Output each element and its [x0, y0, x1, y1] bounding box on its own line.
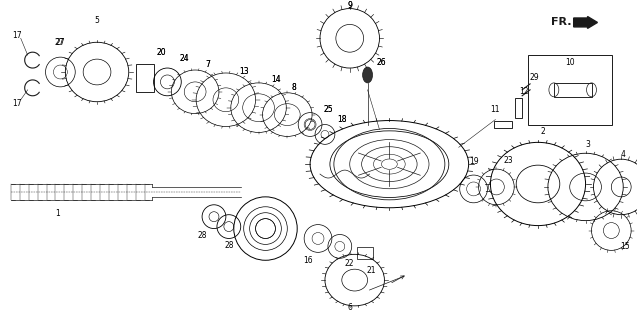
Text: 14: 14 — [271, 75, 281, 85]
Text: 24: 24 — [179, 54, 189, 63]
Text: 17: 17 — [12, 99, 22, 108]
Text: 20: 20 — [157, 48, 166, 57]
Text: 5: 5 — [95, 16, 99, 25]
Text: 3: 3 — [585, 140, 590, 149]
Text: 27: 27 — [54, 38, 64, 47]
Text: 7: 7 — [205, 59, 211, 69]
Text: 10: 10 — [565, 58, 575, 67]
FancyArrow shape — [573, 17, 598, 28]
Text: 27: 27 — [56, 38, 65, 47]
Bar — [356, 247, 372, 259]
Bar — [136, 64, 154, 92]
Text: 13: 13 — [239, 68, 248, 76]
Bar — [528, 55, 612, 125]
Text: 1: 1 — [55, 209, 60, 218]
Text: 29: 29 — [529, 74, 539, 82]
Text: 28: 28 — [224, 241, 234, 250]
Text: 9: 9 — [348, 1, 352, 10]
Text: 8: 8 — [292, 83, 296, 92]
Text: 2: 2 — [541, 127, 545, 136]
Text: 23: 23 — [504, 156, 513, 165]
Text: 11: 11 — [491, 105, 500, 114]
Text: FR.: FR. — [551, 18, 572, 28]
Text: 4: 4 — [621, 150, 626, 159]
Text: 15: 15 — [620, 242, 630, 251]
Text: 8: 8 — [292, 83, 296, 92]
Bar — [554, 83, 591, 97]
Text: 6: 6 — [348, 303, 352, 312]
Text: 7: 7 — [205, 59, 211, 69]
Text: 26: 26 — [376, 58, 387, 67]
Text: 25: 25 — [323, 105, 333, 114]
Text: 20: 20 — [157, 48, 166, 57]
Text: 28: 28 — [197, 231, 207, 240]
Text: 9: 9 — [348, 1, 352, 10]
Text: 26: 26 — [376, 58, 387, 67]
Text: 13: 13 — [239, 68, 248, 76]
Text: 18: 18 — [337, 115, 346, 124]
Text: 25: 25 — [323, 105, 333, 114]
Text: 18: 18 — [337, 115, 346, 124]
Text: 19: 19 — [468, 157, 479, 166]
Text: 12: 12 — [520, 87, 529, 96]
Text: 16: 16 — [303, 256, 313, 265]
Bar — [495, 121, 512, 128]
Text: 17: 17 — [12, 31, 22, 40]
Text: 21: 21 — [367, 266, 376, 275]
Ellipse shape — [363, 67, 372, 83]
Text: 24: 24 — [179, 54, 189, 63]
Text: 22: 22 — [345, 259, 355, 268]
Bar — [515, 98, 522, 118]
Text: 14: 14 — [271, 75, 281, 85]
